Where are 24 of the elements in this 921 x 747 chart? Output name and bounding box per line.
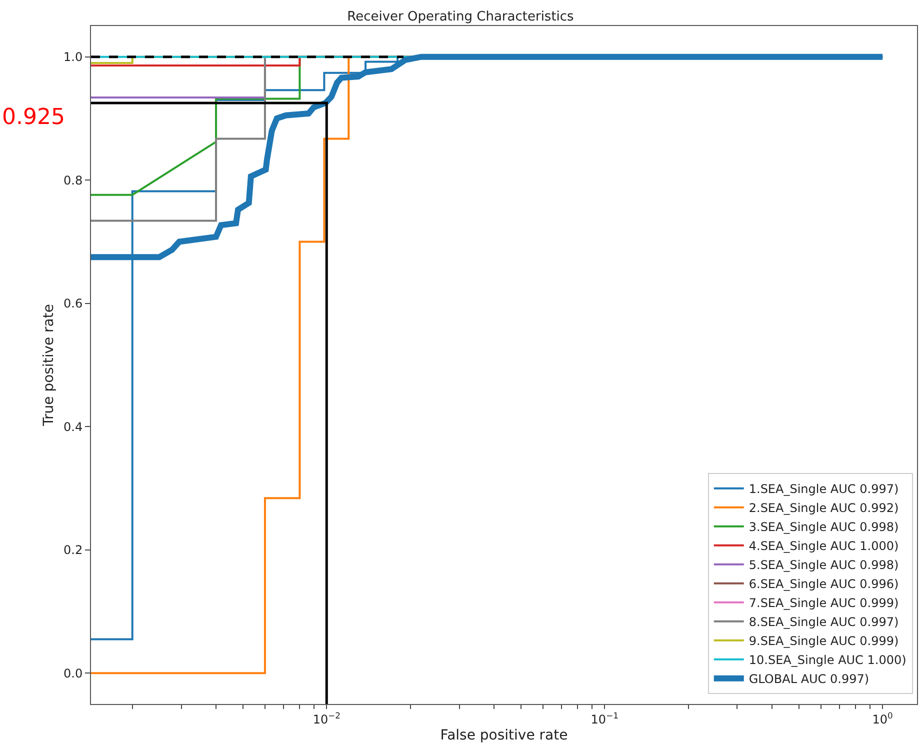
legend-label: 4.SEA_Single AUC 1.000) [748,539,899,554]
legend-label: 2.SEA_Single AUC 0.992) [748,501,899,516]
legend-label: 6.SEA_Single AUC 0.996) [748,577,899,592]
x-tick-label: 10$^{−2}$ [312,710,340,726]
legend-label: 9.SEA_Single AUC 0.999) [748,634,899,648]
chart-title: Receiver Operating Characteristics [347,9,574,24]
legend-label: 10.SEA_Single AUC 1.000) [748,653,906,668]
y-tick-label: 1.0 [64,50,83,64]
x-tick-label: 10$^{0}$ [872,710,893,726]
legend-label: 7.SEA_Single AUC 0.999) [748,596,899,610]
y-tick-label: 0.0 [64,666,83,680]
legend-label: 5.SEA_Single AUC 0.998) [748,558,899,572]
x-axis-title: False positive rate [440,728,568,744]
y-tick-label: 0.6 [64,296,83,311]
text: 0.925 [2,105,65,130]
y-tick-label: 0.4 [64,420,83,434]
y-tick-label: 0.2 [64,543,83,558]
legend-label: 8.SEA_Single AUC 0.997) [748,615,899,630]
legend-label: GLOBAL AUC 0.997) [748,672,870,686]
y-axis-title: True positive rate [41,304,58,427]
y-tick-label: 0.8 [64,173,83,188]
legend-label: 1.SEA_Single AUC 0.997) [748,482,899,496]
legend-label: 3.SEA_Single AUC 0.998) [748,520,899,534]
x-tick-label: 10$^{−1}$ [590,710,618,726]
